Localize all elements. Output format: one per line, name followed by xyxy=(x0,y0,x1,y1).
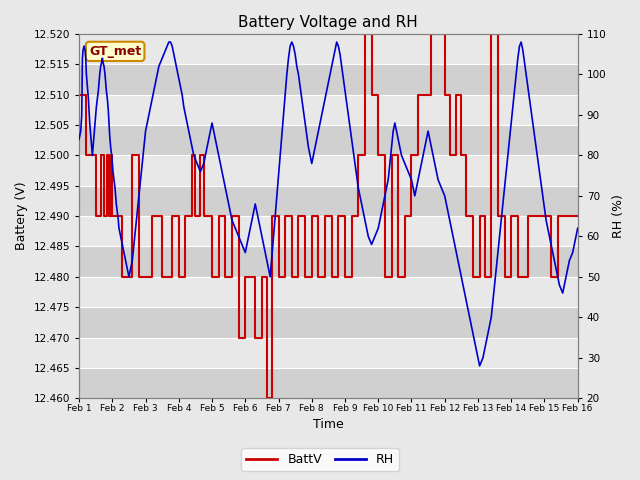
Bar xyxy=(79,156,578,186)
Y-axis label: Battery (V): Battery (V) xyxy=(15,182,28,251)
Legend: BattV, RH: BattV, RH xyxy=(241,448,399,471)
Bar xyxy=(79,337,578,368)
Bar xyxy=(79,307,578,337)
Text: GT_met: GT_met xyxy=(89,45,141,58)
Bar xyxy=(79,277,578,307)
Bar xyxy=(79,95,578,125)
Y-axis label: RH (%): RH (%) xyxy=(612,194,625,238)
Bar xyxy=(79,186,578,216)
Bar xyxy=(79,368,578,398)
Title: Battery Voltage and RH: Battery Voltage and RH xyxy=(239,15,419,30)
X-axis label: Time: Time xyxy=(313,419,344,432)
Bar xyxy=(79,216,578,246)
Bar xyxy=(79,64,578,95)
Bar xyxy=(79,246,578,277)
Bar xyxy=(79,125,578,156)
Bar xyxy=(79,34,578,64)
